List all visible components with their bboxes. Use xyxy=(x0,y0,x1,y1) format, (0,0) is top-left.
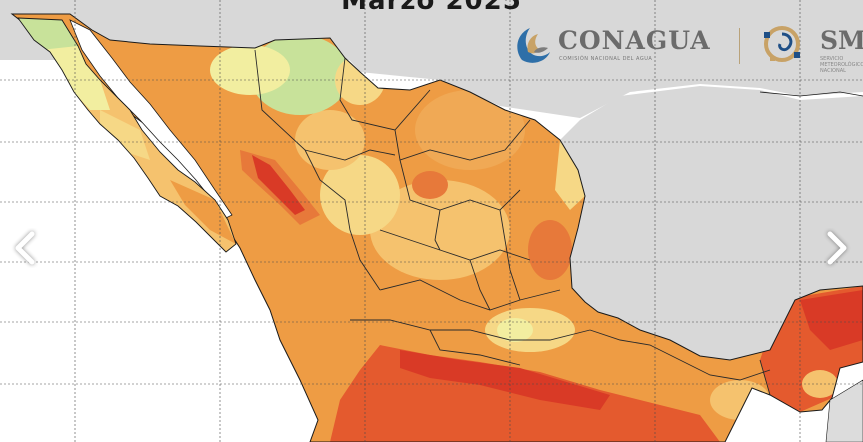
chevron-left-icon[interactable] xyxy=(8,228,42,268)
map-title: Marzo 2025 xyxy=(341,0,522,16)
smn-name: SMN xyxy=(820,26,863,55)
smn-logo: SMN SERVICIO METEOROLÓGICO NACIONAL xyxy=(760,22,863,82)
conagua-logo: CONAGUA COMISIÓN NACIONAL DEL AGUA xyxy=(512,22,722,70)
smn-subtitle: SERVICIO METEOROLÓGICO NACIONAL xyxy=(820,56,863,74)
baja-outline xyxy=(17,17,237,253)
conagua-subtitle: COMISIÓN NACIONAL DEL AGUA xyxy=(559,56,653,62)
smn-swirl-icon xyxy=(764,26,800,62)
prev-slide-button[interactable] xyxy=(8,228,42,268)
chevron-right-icon[interactable] xyxy=(820,228,854,268)
conagua-name: CONAGUA xyxy=(558,26,711,55)
logo-divider xyxy=(739,28,740,64)
conagua-wave-icon xyxy=(517,28,550,63)
usa-land xyxy=(0,0,863,118)
next-slide-button[interactable] xyxy=(820,228,854,268)
